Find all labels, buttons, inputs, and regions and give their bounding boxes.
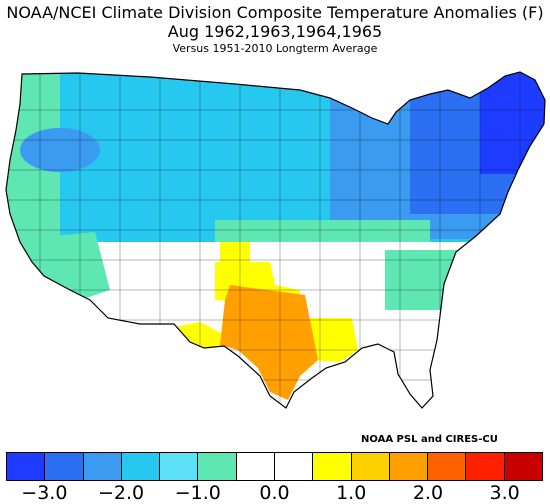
colorbar-swatch [83,453,122,480]
map-title: NOAA/NCEI Climate Division Composite Tem… [6,3,544,22]
region-new-england [480,72,545,174]
colorbar-tick-label: −1.0 [174,482,221,504]
us-outline [5,71,546,409]
colorbar-ticks: −3.0 −2.0 −1.0 0.0 1.0 2.0 3.0 [6,482,543,504]
colorbar-tick-label: 0.0 [259,482,290,504]
colorbar-tick-label: −2.0 [97,482,145,504]
anomaly-fill-layer [6,72,545,408]
credit-label: NOAA PSL and CIRES-CU [361,434,498,445]
colorbar-tick-label: 3.0 [489,482,520,504]
colorbar-tick-label: 1.0 [336,482,367,504]
colorbar-swatch [7,453,46,480]
colorbar-swatch [274,453,314,480]
colorbar-swatch [313,453,352,480]
colorbar-swatch [121,453,161,480]
colorbar-swatch [45,453,84,480]
colorbar-swatch [428,453,467,480]
colorbar-swatch [466,453,505,480]
region-kansas-warm [220,242,250,262]
map-subtitle-baseline: Versus 1951-2010 Longterm Average [172,42,378,55]
colorbar-swatch [504,453,542,480]
colorbar-swatch [351,453,390,480]
map-subtitle-years: Aug 1962,1963,1964,1965 [167,22,383,41]
colorbar-swatch [198,453,237,480]
division-grid [6,72,545,408]
colorbar-swatch [389,453,429,480]
colorbar-tick-label: −3.0 [21,482,68,504]
region-southeast-cool [385,250,545,310]
region-southwest-cool [10,232,110,300]
colorbar [6,452,543,481]
region-oregon-cool [20,128,100,172]
us-climate-division-map [5,71,546,409]
colorbar-tick-label: 2.0 [412,482,444,504]
colorbar-swatch [160,453,199,480]
region-texas-hot [220,285,318,400]
colorbar-swatch [236,453,275,480]
region-louisiana-warm [310,318,358,362]
